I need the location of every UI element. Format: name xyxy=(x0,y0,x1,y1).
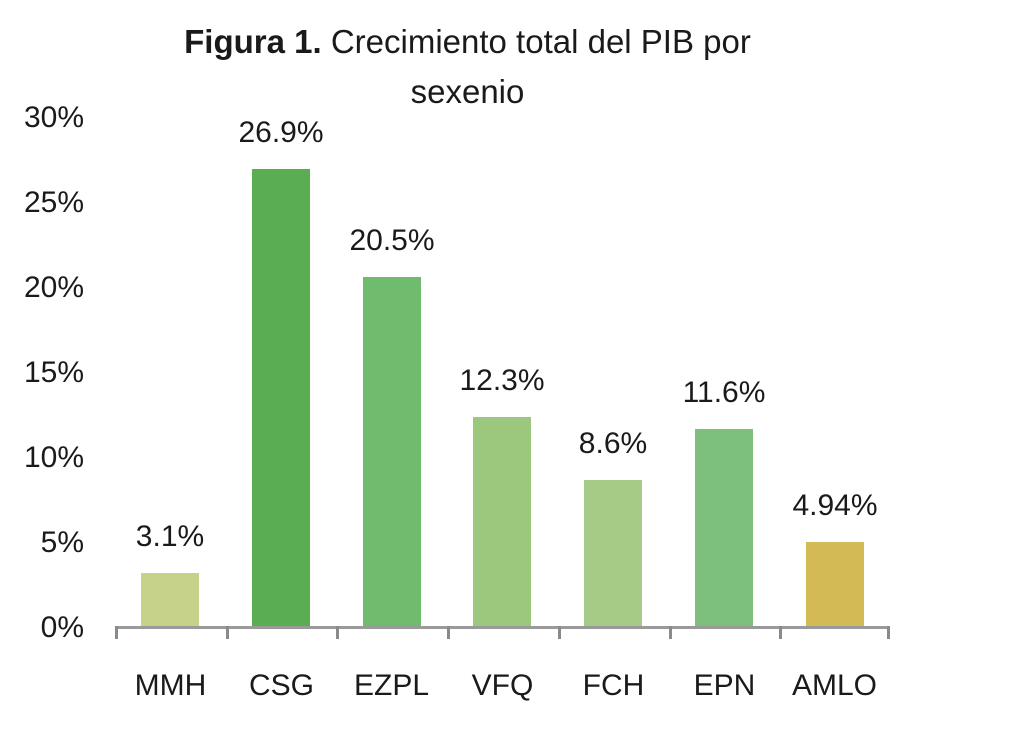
x-axis-tick xyxy=(779,626,782,639)
x-axis-tick xyxy=(887,626,890,639)
bar-value-label: 11.6% xyxy=(682,376,766,409)
bar-csg xyxy=(252,169,310,626)
y-axis-tick-label: 5% xyxy=(40,526,84,559)
y-axis-tick-label: 30% xyxy=(23,101,84,134)
bar-amlo xyxy=(806,542,864,626)
bar-ezpl xyxy=(363,277,421,626)
y-axis-tick-label: 25% xyxy=(23,186,84,219)
chart-title-line1: Figura 1. Crecimiento total del PIB por xyxy=(0,17,935,67)
x-axis-tick xyxy=(669,626,672,639)
bar-value-label: 8.6% xyxy=(578,427,648,460)
chart-title: Figura 1. Crecimiento total del PIB por … xyxy=(0,17,935,117)
x-axis-tick xyxy=(447,626,450,639)
x-axis-label-amlo: AMLO xyxy=(791,669,878,702)
x-axis-line xyxy=(115,626,890,629)
bar-value-label: 26.9% xyxy=(238,116,324,149)
chart-title-line1-text: Crecimiento total del PIB por xyxy=(321,23,751,60)
y-axis-tick-label: 20% xyxy=(23,271,84,304)
bar-value-label: 12.3% xyxy=(459,364,545,397)
bar-fch xyxy=(584,480,642,626)
bar-value-label: 3.1% xyxy=(135,520,205,553)
x-axis-label-epn: EPN xyxy=(693,669,756,702)
y-axis-tick-label: 0% xyxy=(40,611,84,644)
bar-value-label: 20.5% xyxy=(349,224,435,257)
x-axis-label-fch: FCH xyxy=(582,669,645,702)
bar-epn xyxy=(695,429,753,626)
y-axis-tick-label: 15% xyxy=(23,356,84,389)
x-axis-label-vfq: VFQ xyxy=(471,669,534,702)
x-axis-label-ezpl: EZPL xyxy=(353,669,430,702)
x-axis-tick xyxy=(226,626,229,639)
x-axis-tick xyxy=(558,626,561,639)
y-axis-tick-label: 10% xyxy=(23,441,84,474)
x-axis-tick xyxy=(115,626,118,639)
chart-title-prefix: Figura 1. xyxy=(184,23,322,60)
chart-title-line2: sexenio xyxy=(410,73,525,110)
bar-mmh xyxy=(141,573,199,626)
bar-value-label: 4.94% xyxy=(792,489,878,522)
x-axis-label-mmh: MMH xyxy=(134,669,207,702)
x-axis-label-csg: CSG xyxy=(248,669,314,702)
bar-vfq xyxy=(473,417,531,626)
x-axis-tick xyxy=(336,626,339,639)
